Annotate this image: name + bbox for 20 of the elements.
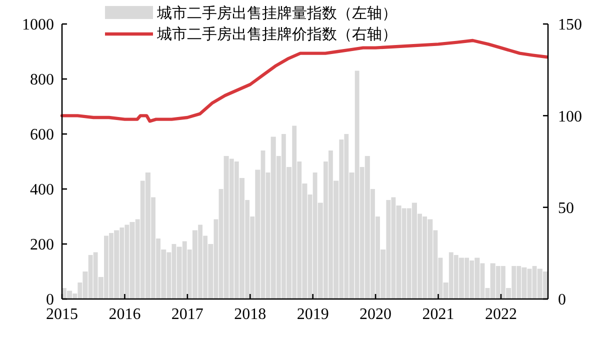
y2-tick-label: 0 [558, 292, 566, 309]
legend-label: 城市二手房出售挂牌价指数（右轴） [156, 26, 397, 43]
x-tick-label: 2022 [484, 306, 517, 323]
x-tick-label: 2019 [296, 306, 329, 323]
y-tick-label: 600 [30, 126, 54, 144]
y-tick-label: 400 [30, 182, 54, 199]
x-tick-label: 2016 [108, 306, 141, 323]
y-tick-label: 0 [46, 292, 54, 309]
y-tick-label: 200 [30, 236, 54, 254]
x-tick-label: 2017 [171, 306, 204, 323]
y-tick-label: 1000 [22, 16, 54, 34]
y2-tick-label: 100 [558, 108, 582, 126]
y2-tick-label: 150 [558, 16, 582, 34]
x-tick-label: 2020 [360, 306, 392, 323]
legend-label: 城市二手房出售挂牌量指数（左轴） [156, 5, 397, 22]
x-tick-label: 2015 [46, 306, 78, 323]
x-tick-label: 2018 [234, 306, 266, 323]
x-tick-label: 2021 [422, 306, 454, 323]
y-tick-label: 800 [30, 72, 54, 89]
y2-tick-label: 50 [558, 200, 574, 217]
